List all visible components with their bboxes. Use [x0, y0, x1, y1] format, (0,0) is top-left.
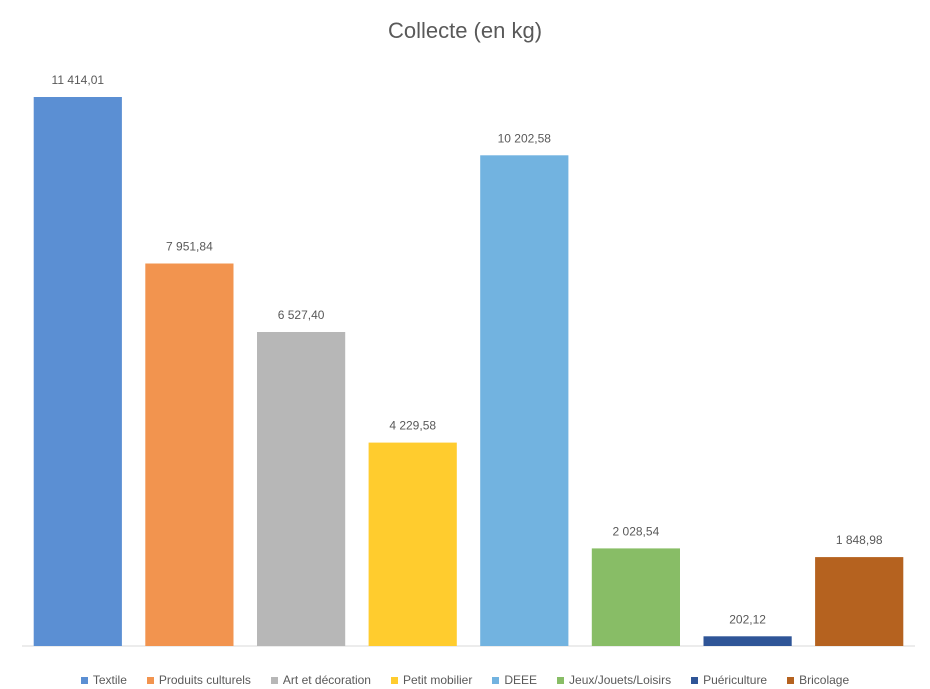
bar-2: [257, 332, 346, 646]
bars-layer: [33, 97, 904, 647]
data-labels-layer: 11 414,01 7 951,84 6 527,40 4 229,58 10 202,…: [52, 73, 883, 626]
legend-item-3: Petit mobilier: [390, 673, 473, 687]
legend-item-2: Art et décoration: [270, 673, 371, 687]
chart-title: Collecte (en kg): [387, 18, 543, 43]
legend-item-0: Textile: [80, 673, 127, 687]
legend-label-4: DEEE: [504, 673, 538, 687]
legend-swatch-6: [691, 676, 699, 684]
data-label-2: 6 527,40: [278, 308, 325, 322]
bar-4: [480, 155, 569, 647]
legend-item-5: Jeux/Jouets/Loisirs: [557, 673, 671, 687]
legend-swatch-2: [270, 676, 278, 684]
bar-6: [703, 636, 792, 646]
bar-5: [591, 548, 680, 646]
legend-label-7: Bricolage: [799, 673, 850, 687]
legend-swatch-1: [146, 676, 154, 684]
data-label-6: 202,12: [729, 612, 766, 626]
bar-3: [368, 442, 457, 646]
legend-item-7: Bricolage: [787, 673, 849, 687]
legend-swatch-5: [557, 676, 565, 684]
data-label-5: 2 028,54: [613, 524, 660, 538]
data-label-3: 4 229,58: [389, 419, 436, 433]
bar-1: [145, 263, 234, 646]
legend-label-1: Produits culturels: [158, 673, 251, 687]
legend-swatch-7: [787, 676, 795, 684]
legend: Textile Produits culturels Art et décorati…: [0, 671, 930, 689]
legend-swatch-0: [80, 676, 88, 684]
data-label-0: 11 414,01: [52, 73, 105, 87]
legend-item-6: Puériculture: [691, 673, 767, 687]
bar-7: [815, 557, 904, 646]
data-label-4: 10 202,58: [498, 131, 552, 145]
legend-label-2: Art et décoration: [282, 673, 371, 687]
legend-label-5: Jeux/Jouets/Loisirs: [569, 673, 672, 687]
legend-label-6: Puériculture: [703, 673, 768, 687]
legend-swatch-3: [390, 676, 398, 684]
legend-label-0: Textile: [92, 673, 127, 687]
legend-label-3: Petit mobilier: [402, 673, 473, 687]
bar-0: [33, 97, 122, 646]
legend-item-1: Produits culturels: [146, 673, 251, 687]
legend-swatch-4: [492, 676, 500, 684]
data-label-7: 1 848,98: [836, 533, 883, 547]
legend-item-4: DEEE: [492, 673, 537, 687]
data-label-1: 7 951,84: [166, 240, 213, 254]
